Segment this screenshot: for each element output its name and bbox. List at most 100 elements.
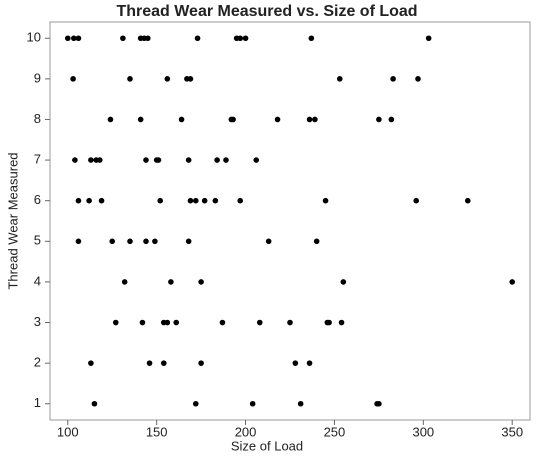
point (72, 157, 78, 163)
y-tick-label: 9 (34, 70, 41, 85)
x-tick-label: 100 (57, 424, 79, 439)
point (107, 116, 114, 123)
point (274, 116, 281, 123)
y-tick-label: 1 (34, 395, 41, 410)
point (109, 238, 116, 245)
point (137, 116, 144, 123)
point (376, 116, 382, 123)
y-tick-label: 10 (27, 30, 41, 45)
point (88, 157, 94, 163)
point (249, 400, 256, 407)
point (146, 360, 153, 366)
point (192, 197, 199, 204)
point (173, 319, 180, 326)
point (75, 197, 82, 204)
y-tick-label: 4 (34, 273, 41, 288)
point (256, 319, 263, 326)
point (214, 157, 220, 163)
x-tick-label: 350 (501, 424, 523, 439)
point (464, 197, 471, 204)
point (91, 400, 98, 407)
point (308, 35, 315, 42)
point (121, 279, 128, 285)
point (164, 76, 171, 82)
point (390, 76, 396, 82)
point (340, 279, 347, 285)
point (201, 197, 208, 204)
y-tick-label: 5 (34, 233, 41, 248)
point (178, 116, 185, 123)
point (152, 238, 158, 245)
point (306, 116, 313, 123)
point (75, 35, 82, 42)
point (219, 319, 226, 326)
point (187, 76, 194, 82)
point (155, 157, 162, 163)
x-axis-label: Size of Load (231, 438, 303, 453)
point (157, 197, 164, 204)
point (306, 360, 313, 366)
y-tick-label: 2 (34, 355, 41, 370)
point (425, 35, 432, 42)
point (143, 157, 149, 163)
point (164, 319, 171, 326)
point (313, 238, 320, 245)
point (64, 35, 71, 42)
point (326, 319, 332, 326)
point (265, 238, 272, 245)
point (160, 360, 167, 366)
point (376, 400, 382, 407)
x-tick-label: 150 (146, 424, 168, 439)
point (139, 319, 146, 326)
point (185, 157, 192, 163)
point (86, 197, 92, 204)
point (413, 197, 420, 204)
chart-title: Thread Wear Measured vs. Size of Load (116, 3, 417, 20)
point (336, 76, 343, 82)
point (292, 360, 299, 366)
point (388, 116, 395, 123)
point (71, 35, 77, 42)
point (127, 238, 133, 245)
point (287, 319, 293, 326)
point (237, 197, 244, 204)
point (112, 319, 119, 326)
y-tick-label: 3 (34, 314, 41, 329)
point (242, 35, 249, 42)
point (98, 197, 105, 204)
point (187, 197, 194, 204)
point (75, 238, 82, 245)
point (144, 35, 151, 42)
point (237, 35, 244, 42)
point (127, 76, 133, 82)
point (192, 400, 199, 407)
point (509, 279, 516, 285)
x-tick-label: 300 (412, 424, 434, 439)
x-tick-label: 250 (324, 424, 346, 439)
point (70, 76, 76, 82)
point (415, 76, 421, 82)
y-tick-label: 6 (34, 192, 41, 207)
point (96, 157, 103, 163)
point (338, 319, 345, 326)
point (230, 116, 236, 123)
point (297, 400, 304, 407)
plot-frame (49, 21, 531, 421)
point (88, 360, 94, 366)
point (143, 238, 149, 245)
point (223, 157, 229, 163)
x-tick-label: 200 (235, 424, 257, 439)
point (212, 197, 219, 204)
point (198, 279, 204, 285)
y-tick-label: 7 (34, 152, 41, 167)
point (198, 360, 204, 366)
point (312, 116, 318, 123)
point (253, 157, 260, 163)
y-tick-label: 8 (34, 111, 41, 126)
point (194, 35, 201, 42)
y-axis-label: Thread Wear Measured (5, 152, 20, 289)
point (168, 279, 174, 285)
point (120, 35, 126, 42)
point (322, 197, 329, 204)
